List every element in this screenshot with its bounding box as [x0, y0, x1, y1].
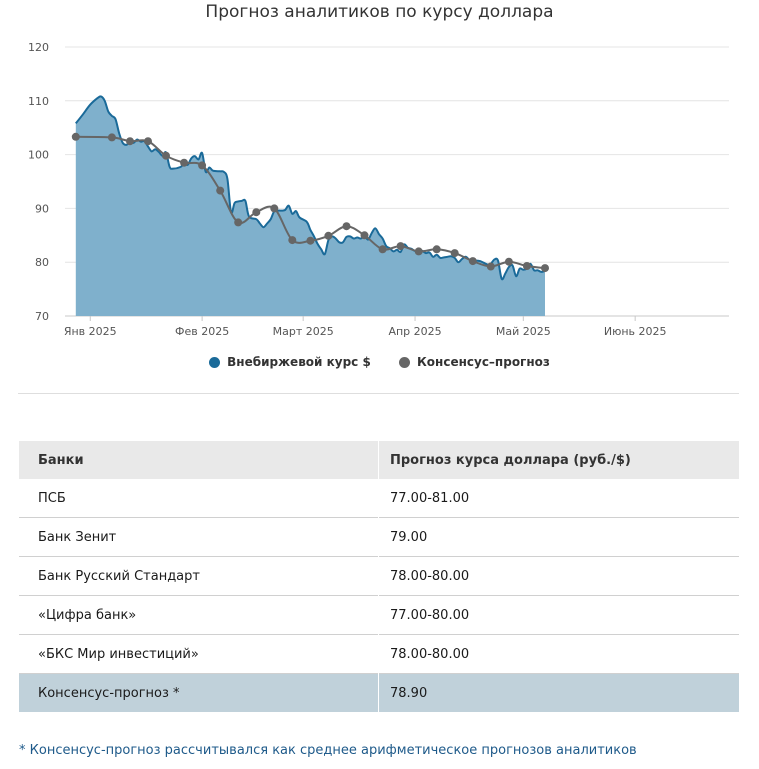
table-row: «БКС Мир инвестиций» 78.00-80.00 — [19, 634, 739, 674]
consensus-point[interactable] — [252, 208, 261, 217]
consensus-point[interactable] — [450, 249, 459, 258]
consensus-value: 78.90 — [378, 673, 739, 712]
legend-label-consensus: Консенсус–прогноз — [417, 355, 550, 369]
consensus-point[interactable] — [541, 264, 549, 273]
consensus-point[interactable] — [522, 262, 531, 270]
consensus-point[interactable] — [162, 151, 170, 160]
bank-name: ПСБ — [38, 490, 66, 506]
x-tick-label: Янв 2025 — [64, 325, 117, 338]
legend-dot-blue-icon — [209, 356, 221, 368]
bank-forecast: 78.00-80.00 — [378, 556, 739, 596]
x-tick-label: Март 2025 — [273, 325, 334, 338]
table-row: «Цифра банк» 77.00-80.00 — [19, 595, 739, 635]
consensus-point[interactable] — [107, 133, 116, 142]
consensus-point[interactable] — [414, 247, 423, 256]
legend-item-otc-rate[interactable]: Внебиржевой курс $ — [209, 355, 371, 369]
area-series — [75, 95, 546, 316]
consensus-label: Консенсус-прогноз * — [38, 685, 180, 701]
usd-forecast-chart: 120 110 100 90 80 70 Янв 2025 Фев 2025 Март 2025… — [28, 41, 729, 338]
bank-name: «Цифра банк» — [38, 607, 137, 623]
consensus-point[interactable] — [504, 257, 513, 266]
consensus-point[interactable] — [432, 245, 441, 254]
consensus-point[interactable] — [342, 222, 351, 231]
consensus-point[interactable] — [306, 236, 315, 245]
y-tick-label: 100 — [28, 149, 49, 162]
otc-rate-area — [75, 96, 546, 316]
table-row-consensus: Консенсус-прогноз * 78.90 — [19, 673, 739, 712]
consensus-point[interactable] — [180, 158, 189, 167]
consensus-point[interactable] — [378, 245, 387, 254]
legend-dot-gray-icon — [399, 356, 410, 368]
chart-title: Прогноз аналитиков по курсу доллара — [205, 2, 554, 22]
y-tick-label: 90 — [35, 202, 49, 215]
consensus-point[interactable] — [71, 132, 80, 141]
divider — [18, 393, 739, 394]
header-forecast: Прогноз курса доллара (руб./$) — [378, 441, 739, 479]
y-tick-label: 110 — [28, 95, 49, 108]
bank-name: «БКС Мир инвестиций» — [38, 646, 199, 662]
footnote: * Консенсус-прогноз рассчитывался как ср… — [19, 743, 637, 758]
consensus-series — [71, 132, 549, 273]
table-row: ПСБ 77.00-81.00 — [19, 479, 739, 518]
consensus-point[interactable] — [144, 137, 152, 146]
bank-forecast: 79.00 — [378, 517, 739, 557]
consensus-point[interactable] — [360, 231, 369, 240]
consensus-point[interactable] — [198, 161, 207, 170]
bank-forecast: 77.00-80.00 — [378, 595, 739, 635]
legend-item-consensus[interactable]: Консенсус–прогноз — [399, 355, 550, 369]
consensus-point[interactable] — [270, 204, 279, 213]
axes: 120 110 100 90 80 70 Янв 2025 Фев 2025 Март 2025… — [28, 41, 667, 338]
consensus-point[interactable] — [468, 257, 477, 266]
forecast-table: Банки Прогноз курса доллара (руб./$) ПСБ… — [19, 441, 739, 712]
consensus-point[interactable] — [216, 186, 225, 195]
table-header-row: Банки Прогноз курса доллара (руб./$) — [19, 441, 739, 479]
y-tick-label: 120 — [28, 41, 49, 54]
legend: Внебиржевой курс $ Консенсус–прогноз — [0, 355, 759, 371]
consensus-point[interactable] — [396, 242, 405, 251]
bank-name: Банк Русский Стандарт — [38, 568, 200, 584]
table-row: Банк Зенит 79.00 — [19, 517, 739, 557]
header-banks: Банки — [19, 441, 379, 479]
consensus-point[interactable] — [324, 231, 333, 240]
x-tick-label: Май 2025 — [496, 325, 551, 338]
y-tick-label: 70 — [35, 310, 49, 323]
bank-forecast: 77.00-81.00 — [378, 479, 739, 518]
x-tick-label: Фев 2025 — [175, 325, 229, 338]
bank-name: Банк Зенит — [38, 529, 117, 545]
x-tick-label: Апр 2025 — [388, 325, 441, 338]
legend-label-otc-rate: Внебиржевой курс $ — [227, 355, 371, 369]
y-tick-label: 80 — [35, 256, 49, 269]
consensus-point[interactable] — [234, 218, 243, 227]
consensus-point[interactable] — [288, 236, 297, 245]
consensus-point[interactable] — [486, 262, 495, 271]
x-tick-label: Июнь 2025 — [604, 325, 667, 338]
consensus-point[interactable] — [126, 137, 134, 146]
table-row: Банк Русский Стандарт 78.00-80.00 — [19, 556, 739, 596]
bank-forecast: 78.00-80.00 — [378, 634, 739, 674]
